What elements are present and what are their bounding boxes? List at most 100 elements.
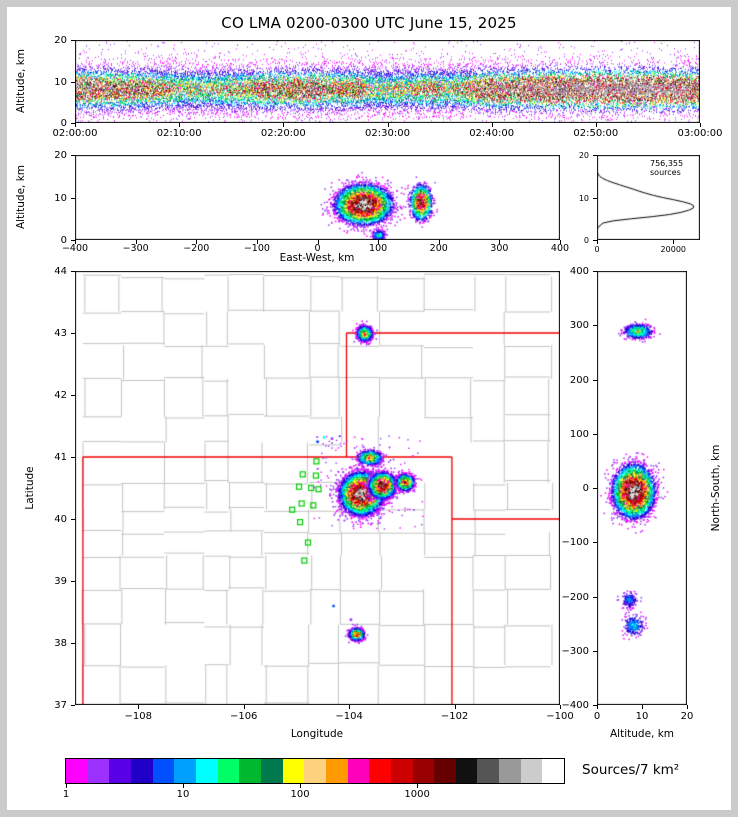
tick-mark (243, 705, 245, 709)
colorbar-segment (434, 759, 456, 783)
tick-label: 20000 (660, 245, 687, 254)
tick-label: 10 (176, 789, 190, 800)
tick-mark (593, 240, 597, 241)
colorbar-segment (239, 759, 261, 783)
tick-mark (71, 240, 75, 241)
tick-label: 38 (54, 638, 67, 649)
tick-mark (593, 705, 597, 706)
tick-mark (560, 240, 561, 244)
source-count-annotation: 756,355 sources (650, 159, 684, 177)
east-west-height-canvas (75, 155, 560, 240)
tick-label: 1 (62, 789, 70, 800)
tick-label: 200 (429, 243, 448, 254)
tick-label: 400 (550, 243, 570, 254)
colorbar (65, 758, 565, 784)
tick-label: 02:40:00 (469, 128, 515, 139)
tick-label: 0 (60, 235, 67, 246)
tick-label: 37 (54, 700, 67, 711)
tick-label: −108 (124, 711, 152, 722)
tick-mark (491, 123, 493, 127)
colorbar-segment (66, 759, 88, 783)
tick-label: 02:50:00 (573, 128, 619, 139)
tick-label: 03:00:00 (677, 128, 723, 139)
tick-label: 02:30:00 (365, 128, 410, 139)
tick-mark (387, 123, 389, 127)
tick-mark (438, 240, 440, 244)
tick-mark (71, 123, 75, 124)
colorbar-segment (499, 759, 521, 783)
plot-title: CO LMA 0200-0300 UTC June 15, 2025 (221, 14, 517, 32)
tick-mark (300, 784, 302, 788)
colorbar-segment (109, 759, 131, 783)
tick-mark (75, 123, 76, 127)
map-x-axis-label: Longitude (290, 728, 344, 740)
colorbar-segment (217, 759, 240, 783)
colorbar-segment (477, 759, 500, 783)
colorbar-label: Sources/7 km² (582, 762, 680, 778)
tick-label: −106 (229, 711, 258, 722)
tick-label: −102 (440, 711, 469, 722)
colorbar-segment (260, 759, 283, 783)
tick-mark (283, 123, 285, 127)
tick-mark (597, 705, 598, 709)
tick-label: −104 (335, 711, 363, 722)
tick-mark (196, 240, 198, 244)
tick-mark (595, 123, 597, 127)
colorbar-segment (520, 759, 543, 783)
north-south-x-axis-label: Altitude, km (609, 728, 675, 740)
tick-label: 100 (369, 243, 388, 254)
tick-mark (560, 705, 561, 709)
tick-label: 0 (594, 245, 600, 254)
tick-mark (454, 705, 456, 709)
tick-label: −300 (122, 243, 149, 254)
colorbar-segment (390, 759, 413, 783)
tick-label: 43 (54, 328, 67, 339)
time-height-canvas (75, 40, 700, 123)
tick-mark (499, 240, 501, 244)
tick-label: 300 (490, 243, 509, 254)
tick-label: 02:20:00 (260, 128, 306, 139)
tick-label: −100 (243, 243, 270, 254)
tick-label: 20 (680, 711, 694, 722)
tick-label: −400 (61, 243, 89, 254)
tick-mark (256, 240, 258, 244)
plan-view-map-canvas (75, 271, 560, 705)
colorbar-segment (282, 759, 305, 783)
tick-label: 100 (290, 789, 310, 800)
tick-mark (700, 123, 701, 127)
tick-mark (183, 784, 185, 788)
north-south-y-axis-label: North-South, km (710, 444, 722, 532)
tick-label: −100 (546, 711, 574, 722)
tick-label: 44 (54, 266, 67, 277)
colorbar-segment (174, 759, 196, 783)
tick-mark (71, 705, 75, 706)
tick-mark (349, 705, 351, 709)
tick-label: 20 (54, 150, 67, 161)
tick-label: 0 (593, 711, 601, 722)
colorbar-segment (542, 759, 565, 783)
colorbar-segment (455, 759, 478, 783)
tick-mark (673, 240, 675, 244)
time-height-y-axis-label: Altitude, km (15, 48, 27, 114)
colorbar-segment (87, 759, 110, 783)
tick-mark (135, 240, 137, 244)
tick-label: 20 (54, 35, 67, 46)
tick-label: 39 (54, 576, 67, 587)
tick-mark (75, 240, 76, 244)
tick-mark (179, 123, 181, 127)
tick-label: 0 (60, 118, 67, 129)
east-west-y-axis-label: Altitude, km (15, 164, 27, 230)
tick-mark (138, 705, 140, 709)
east-west-x-axis-label: East-West, km (279, 252, 355, 264)
tick-mark (378, 240, 380, 244)
colorbar-segment (195, 759, 218, 783)
tick-label: 02:00:00 (52, 128, 98, 139)
north-south-height-canvas (597, 271, 687, 705)
altitude-histogram-canvas (597, 155, 700, 240)
tick-mark (642, 705, 643, 709)
tick-label: 40 (54, 514, 67, 525)
colorbar-segment (369, 759, 391, 783)
colorbar-segment (347, 759, 370, 783)
tick-label: 1000 (404, 789, 430, 800)
